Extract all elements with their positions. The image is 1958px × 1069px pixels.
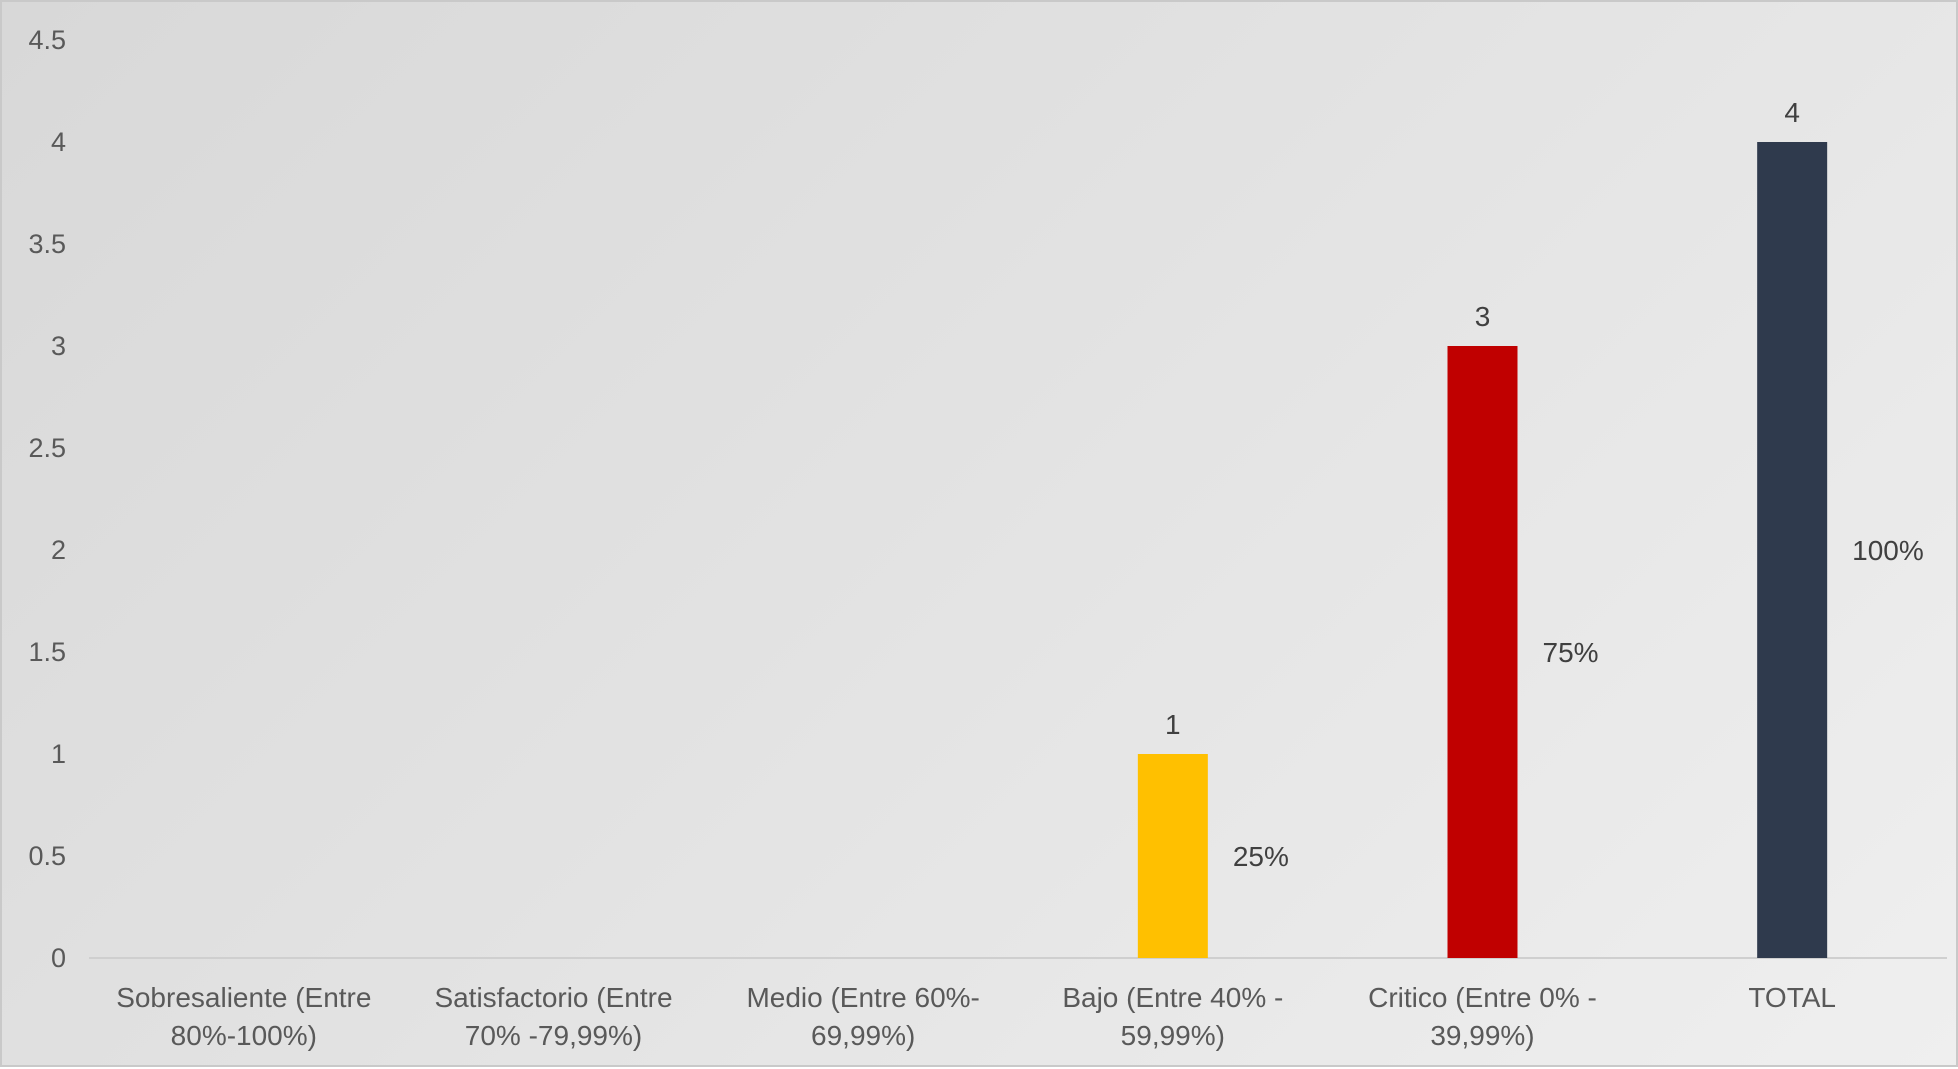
y-tick-label: 2: [51, 535, 66, 565]
bar: [1137, 754, 1208, 958]
x-category-label-line: 39,99%): [1430, 1020, 1534, 1051]
x-category-label: Bajo (Entre 40% - 59,99%): [1062, 982, 1283, 1051]
x-category-label-line: Medio (Entre 60%-: [746, 982, 979, 1013]
y-tick-label: 1: [51, 739, 66, 769]
x-category-label-line: Bajo (Entre 40% -: [1062, 982, 1283, 1013]
x-category-label: Satisfactorio (Entre 70% -79,99%): [434, 982, 672, 1051]
percent-data-label: 100%: [1852, 535, 1924, 566]
x-category-label-line: 70% -79,99%): [465, 1020, 642, 1051]
x-category-label-line: 80%-100%): [171, 1020, 317, 1051]
value-data-label: 4: [1784, 97, 1800, 128]
x-category-label: Sobresaliente (Entre 80%-100%): [116, 982, 371, 1051]
y-tick-label: 4: [51, 127, 66, 157]
y-tick-label: 0: [51, 943, 66, 973]
y-tick-label: 3.5: [28, 229, 66, 259]
x-category-label-line: Critico (Entre 0% -: [1368, 982, 1597, 1013]
bars: 1 25% 3 75% 4 100%: [1137, 97, 1924, 958]
y-tick-label: 4.5: [28, 25, 66, 55]
x-category-label: Medio (Entre 60%- 69,99%): [746, 982, 979, 1051]
value-data-label: 3: [1475, 301, 1491, 332]
percent-data-label: 75%: [1543, 637, 1599, 668]
x-category-label-line: 59,99%): [1121, 1020, 1225, 1051]
y-tick-label: 3: [51, 331, 66, 361]
y-tick-label: 1.5: [28, 637, 66, 667]
x-category-label: Critico (Entre 0% - 39,99%): [1368, 982, 1597, 1051]
value-data-label: 1: [1165, 709, 1181, 740]
x-category-label-line: TOTAL: [1748, 982, 1836, 1013]
y-tick-label: 2.5: [28, 433, 66, 463]
y-tick-label: 0.5: [28, 841, 66, 871]
x-category-label-line: 69,99%): [811, 1020, 915, 1051]
percent-data-label: 25%: [1233, 841, 1289, 872]
bar: [1447, 346, 1518, 958]
x-category-label: TOTAL: [1748, 982, 1836, 1013]
x-category-label-line: Sobresaliente (Entre: [116, 982, 371, 1013]
x-axis-categories: Sobresaliente (Entre 80%-100%) Satisfactor…: [116, 982, 1836, 1051]
x-category-label-line: Satisfactorio (Entre: [434, 982, 672, 1013]
bar: [1757, 142, 1828, 958]
y-axis-ticks: 0 0.5 1 1.5 2 2.5 3 3.5 4 4.5: [28, 25, 66, 973]
